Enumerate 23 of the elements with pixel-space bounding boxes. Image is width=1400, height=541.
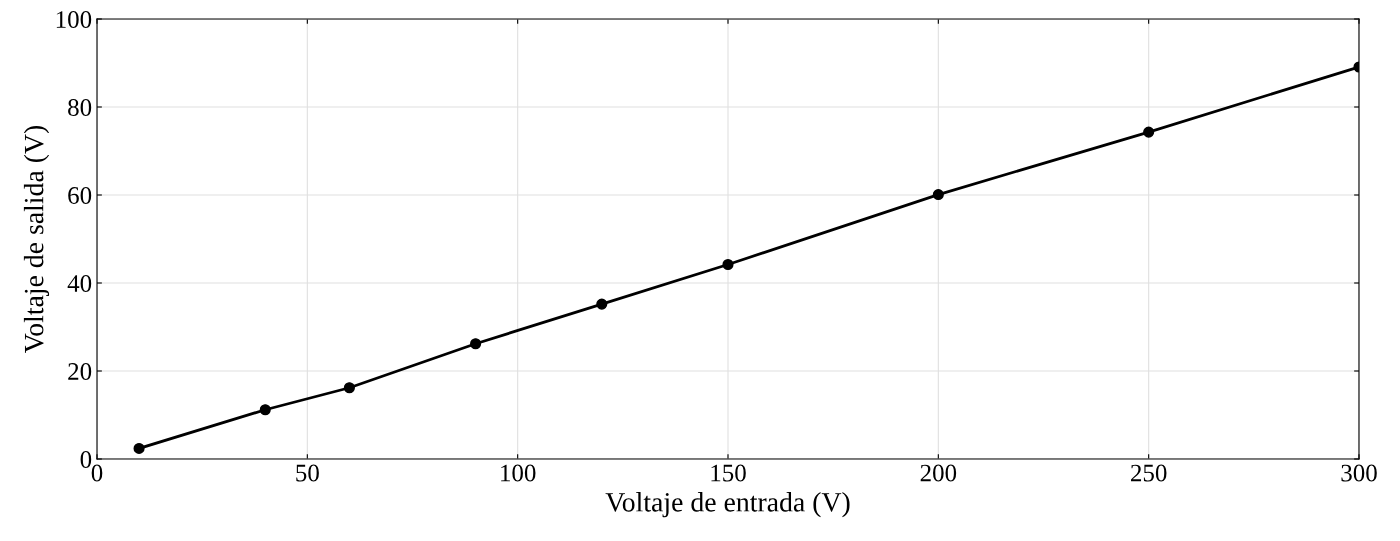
point [932, 189, 944, 201]
y-tick-label: 20 [68, 363, 92, 380]
point [470, 338, 482, 350]
x-tick-label: 100 [501, 464, 536, 482]
point [722, 258, 734, 271]
y-axis-title: Voltaje de salida (V) [23, 125, 50, 353]
y-tick-label: 100 [56, 11, 92, 28]
y-tick-label: 40 [67, 275, 92, 292]
y-tick-label: 0 [80, 451, 92, 468]
x-tick-label: 0 [91, 464, 103, 482]
x-tick-label: 250 [1131, 464, 1167, 482]
x-tick-label: 150 [711, 464, 746, 482]
x-tick-label: 200 [920, 464, 957, 482]
x-tick-label: 300 [1341, 464, 1377, 482]
point [1143, 126, 1155, 138]
x-axis-title: Voltaje de entrada (V) [605, 492, 850, 518]
point [133, 442, 145, 454]
point [596, 298, 608, 310]
y-tick-label: 80 [68, 99, 92, 116]
point [343, 382, 355, 394]
y-tick-label: 60 [68, 187, 92, 204]
point [259, 404, 271, 416]
x-tick-label: 50 [296, 464, 319, 482]
